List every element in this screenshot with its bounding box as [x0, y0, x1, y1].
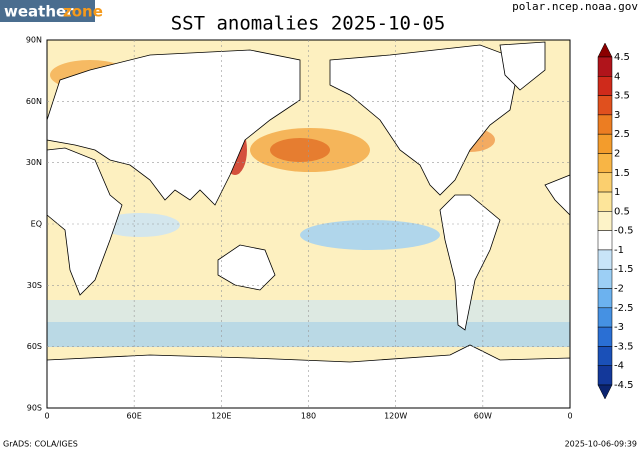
colorbar-label: 4	[614, 71, 620, 82]
colorbar-label: -1	[614, 245, 624, 256]
colorbar-box	[597, 133, 613, 154]
colorbar-label: -2.5	[614, 303, 634, 314]
lat-label: 60N	[26, 97, 42, 106]
colorbar-label: -4.5	[614, 380, 634, 391]
colorbar-box	[597, 191, 613, 212]
lon-label: 60W	[474, 412, 492, 421]
colorbar-label: 1	[614, 187, 620, 198]
colorbar-label: 0.5	[614, 206, 630, 217]
colorbar-box	[597, 56, 613, 77]
colorbar-box	[597, 95, 613, 116]
colorbar-box	[597, 172, 613, 193]
lon-label: 180	[301, 412, 316, 421]
colorbar-label: 1.5	[614, 168, 630, 179]
colorbar-label: 2.5	[614, 129, 630, 140]
colorbar-box	[597, 230, 613, 251]
lon-label: 120W	[384, 412, 407, 421]
lon-label: 120E	[211, 412, 231, 421]
colorbar-label: 3.5	[614, 91, 630, 102]
logo	[0, 0, 95, 22]
colorbar-label: -2	[614, 284, 624, 295]
colorbar-label: 2	[614, 148, 620, 159]
title: SST anomalies 2025-10-05	[171, 13, 446, 35]
lat-label: EQ	[31, 220, 42, 229]
footer-left: GrADS: COLA/IGES	[3, 440, 78, 449]
colorbar-box	[597, 76, 613, 96]
footer-right: 2025-10-06-09:39	[565, 440, 637, 449]
colorbar-label: -0.5	[614, 226, 634, 237]
logo-weather: weather	[4, 3, 74, 21]
colorbar-label: -3.5	[614, 341, 634, 352]
lat-label: 90N	[26, 36, 42, 45]
colorbar-box	[597, 268, 613, 289]
source: polar.ncep.noaa.gov	[512, 0, 638, 13]
lat-label: 60S	[27, 342, 42, 351]
lon-label: 60E	[127, 412, 142, 421]
colorbar-label: 3	[614, 110, 620, 121]
colorbar-box	[597, 249, 613, 270]
colorbar-box	[597, 365, 613, 386]
lon-label: 0	[567, 412, 572, 421]
lat-label: 30N	[26, 158, 42, 167]
colorbar-label: 4.5	[614, 52, 630, 63]
colorbar-label: -3	[614, 322, 624, 333]
colorbar-box	[597, 114, 613, 135]
lon-label: 0	[44, 412, 49, 421]
lat-label: 90S	[27, 404, 42, 413]
colorbar-box	[597, 307, 613, 328]
colorbar-cap	[597, 384, 613, 400]
lat-label: 30S	[27, 281, 42, 290]
logo-zone: zone	[63, 3, 103, 21]
colorbar-label: -4	[614, 361, 624, 372]
colorbar-label: -1.5	[614, 264, 634, 275]
colorbar-box	[597, 153, 613, 174]
colorbar-box	[597, 346, 613, 366]
colorbar-box	[597, 326, 613, 347]
colorbar-box	[597, 211, 613, 231]
colorbar-box	[597, 288, 613, 309]
